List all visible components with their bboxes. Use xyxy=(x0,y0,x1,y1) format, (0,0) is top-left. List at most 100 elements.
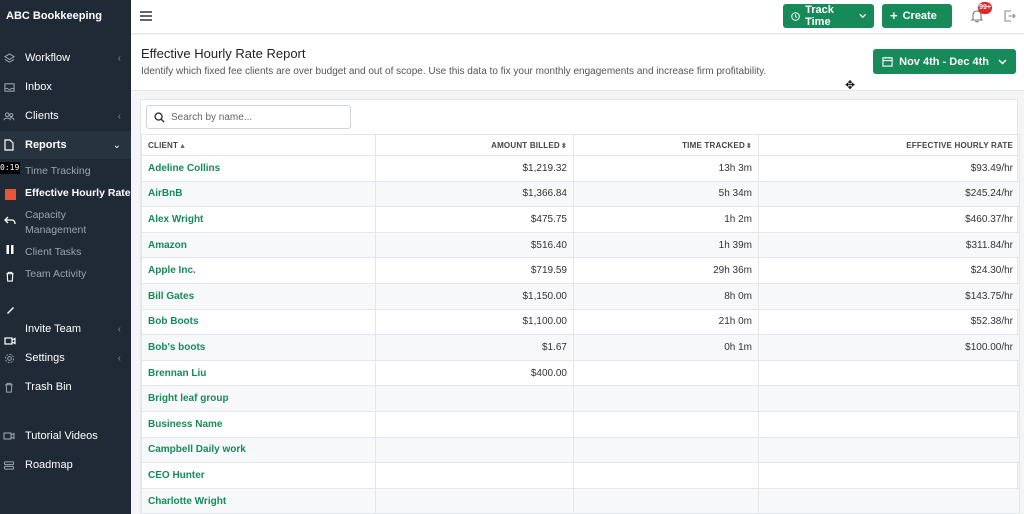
table-row[interactable]: Apple Inc. $719.59 29h 36m $24.30/hr xyxy=(141,257,1020,284)
chevron-down-icon: ⌄ xyxy=(112,139,121,151)
topbar: Track Time + Create 99+ xyxy=(131,0,1024,34)
date-range-button[interactable]: Nov 4th - Dec 4th xyxy=(873,49,1016,74)
sidebar-item-roadmap[interactable]: Roadmap xyxy=(0,451,131,479)
client-name-cell[interactable]: Bob Boots xyxy=(141,308,376,336)
client-name-cell[interactable]: Campbell Daily work xyxy=(141,436,376,464)
sidebar-item-tutorial-videos[interactable]: Tutorial Videos xyxy=(0,422,131,450)
sidebar-subitem-client-tasks[interactable]: Client Tasks xyxy=(25,246,82,258)
camera-button[interactable] xyxy=(2,333,18,349)
sidebar-subitem-effective-hourly-rate[interactable]: Effective Hourly Rate xyxy=(25,187,131,199)
client-name-cell[interactable]: AirBnB xyxy=(141,180,376,208)
hourly-rate-cell: $460.37/hr xyxy=(758,206,1020,233)
amount-billed-cell: $1.67 xyxy=(375,334,574,361)
chevron-down-icon xyxy=(998,58,1007,65)
map-icon xyxy=(3,459,15,471)
column-header-effective-hourly-rate[interactable]: EFFECTIVE HOURLY RATE xyxy=(758,134,1020,156)
brand-name: ABC Bookkeeping xyxy=(6,10,102,22)
plus-icon: + xyxy=(890,8,898,23)
time-tracked-cell xyxy=(573,385,759,412)
table-row[interactable]: Charlotte Wright xyxy=(141,487,1020,514)
undo-button[interactable] xyxy=(2,213,18,229)
sidebar-item-label: Workflow xyxy=(25,52,71,64)
table-row[interactable]: Alex Wright $475.75 1h 2m $460.37/hr xyxy=(141,206,1020,233)
sidebar-item-invite-team[interactable]: Invite Team ‹ xyxy=(0,315,131,343)
column-header-client[interactable]: CLIENT▲ xyxy=(141,134,376,156)
client-name-cell[interactable]: Amazon xyxy=(141,231,376,259)
sort-icon: ⬍ xyxy=(560,142,567,150)
track-time-button[interactable]: Track Time xyxy=(783,4,874,28)
chevron-left-icon: ‹ xyxy=(117,110,121,122)
time-tracked-cell: 5h 34m xyxy=(573,180,759,208)
client-name-cell[interactable]: Bright leaf group xyxy=(141,385,376,412)
table-row[interactable]: Amazon $516.40 1h 39m $311.84/hr xyxy=(141,231,1020,259)
chevron-left-icon: ‹ xyxy=(117,52,121,64)
draw-button[interactable] xyxy=(2,301,18,317)
gear-icon xyxy=(3,352,15,364)
table-row[interactable]: Business Name xyxy=(141,410,1020,438)
hourly-rate-cell: $311.84/hr xyxy=(758,231,1020,259)
time-tracked-cell: 8h 0m xyxy=(573,282,759,310)
hourly-rate-cell xyxy=(758,359,1020,387)
sidebar-item-label: Clients xyxy=(25,110,59,122)
client-name-cell[interactable]: Charlotte Wright xyxy=(141,487,376,514)
sidebar-item-settings[interactable]: Settings ‹ xyxy=(0,344,131,372)
delete-recording-button[interactable] xyxy=(2,268,18,284)
column-header-amount-billed[interactable]: AMOUNT BILLED⬍ xyxy=(375,134,574,156)
table-row[interactable]: Brennan Liu $400.00 xyxy=(141,359,1020,387)
trash-icon xyxy=(6,271,14,282)
menu-icon[interactable] xyxy=(140,11,152,21)
report-card: CLIENT▲ AMOUNT BILLED⬍ TIME TRACKED⬍ EFF… xyxy=(140,99,1020,514)
sidebar-item-workflow[interactable]: Workflow ‹ xyxy=(0,44,131,72)
client-name-cell[interactable]: Apple Inc. xyxy=(141,257,376,284)
sidebar-item-clients[interactable]: Clients ‹ xyxy=(0,102,131,130)
time-tracked-cell: 21h 0m xyxy=(573,308,759,336)
create-button[interactable]: + Create xyxy=(882,4,952,28)
time-tracked-cell: 29h 36m xyxy=(573,257,759,284)
client-name-cell[interactable]: CEO Hunter xyxy=(141,462,376,489)
sidebar-item-inbox[interactable]: Inbox xyxy=(0,73,131,101)
amount-billed-cell: $400.00 xyxy=(375,359,574,387)
time-tracked-cell xyxy=(573,410,759,438)
hourly-rate-cell: $24.30/hr xyxy=(758,257,1020,284)
table-row[interactable]: Bill Gates $1,150.00 8h 0m $143.75/hr xyxy=(141,282,1020,310)
client-name-cell[interactable]: Brennan Liu xyxy=(141,359,376,387)
stop-record-button[interactable] xyxy=(2,186,18,202)
column-header-time-tracked[interactable]: TIME TRACKED⬍ xyxy=(573,134,759,156)
table-row[interactable]: Bob's boots $1.67 0h 1m $100.00/hr xyxy=(141,334,1020,361)
table-row[interactable]: Adeline Collins $1,219.32 13h 3m $93.49/hr xyxy=(141,155,1020,182)
page-subtitle: Identify which fixed fee clients are ove… xyxy=(141,66,767,77)
search-box[interactable] xyxy=(146,105,351,129)
sidebar-subitem-time-tracking[interactable]: Time Tracking xyxy=(25,165,91,177)
bell-icon[interactable] xyxy=(970,9,984,23)
hourly-rate-cell: $245.24/hr xyxy=(758,180,1020,208)
sidebar-item-trash-bin[interactable]: Trash Bin xyxy=(0,373,131,401)
pause-button[interactable] xyxy=(2,241,18,257)
notification-badge: 99+ xyxy=(978,2,992,14)
client-name-cell[interactable]: Adeline Collins xyxy=(141,155,376,182)
time-tracked-cell xyxy=(573,462,759,489)
create-label: Create xyxy=(902,10,937,22)
sidebar-subitem-team-activity[interactable]: Team Activity xyxy=(25,268,87,280)
table-row[interactable]: CEO Hunter xyxy=(141,462,1020,489)
table-row[interactable]: Campbell Daily work xyxy=(141,436,1020,464)
client-name-cell[interactable]: Alex Wright xyxy=(141,206,376,233)
users-icon xyxy=(3,110,15,122)
sidebar-item-reports[interactable]: Reports ⌄ xyxy=(0,131,131,159)
table-row[interactable]: Bright leaf group xyxy=(141,385,1020,412)
amount-billed-cell xyxy=(375,462,574,489)
logout-icon[interactable] xyxy=(1004,10,1016,22)
client-name-cell[interactable]: Bill Gates xyxy=(141,282,376,310)
date-range-label: Nov 4th - Dec 4th xyxy=(899,55,989,68)
amount-billed-cell: $1,366.84 xyxy=(375,180,574,208)
chevron-down-icon xyxy=(942,15,944,17)
table-row[interactable]: AirBnB $1,366.84 5h 34m $245.24/hr xyxy=(141,180,1020,208)
search-input[interactable] xyxy=(171,109,347,125)
sidebar-item-label: Inbox xyxy=(25,81,52,93)
sidebar-subitem-capacity[interactable]: Capacity xyxy=(25,209,66,221)
table-row[interactable]: Bob Boots $1,100.00 21h 0m $52.38/hr xyxy=(141,308,1020,336)
sidebar-item-label: Tutorial Videos xyxy=(25,430,98,442)
client-name-cell[interactable]: Bob's boots xyxy=(141,334,376,361)
client-name-cell[interactable]: Business Name xyxy=(141,410,376,438)
video-icon xyxy=(3,430,15,442)
sidebar-subitem-management[interactable]: Management xyxy=(25,224,87,236)
